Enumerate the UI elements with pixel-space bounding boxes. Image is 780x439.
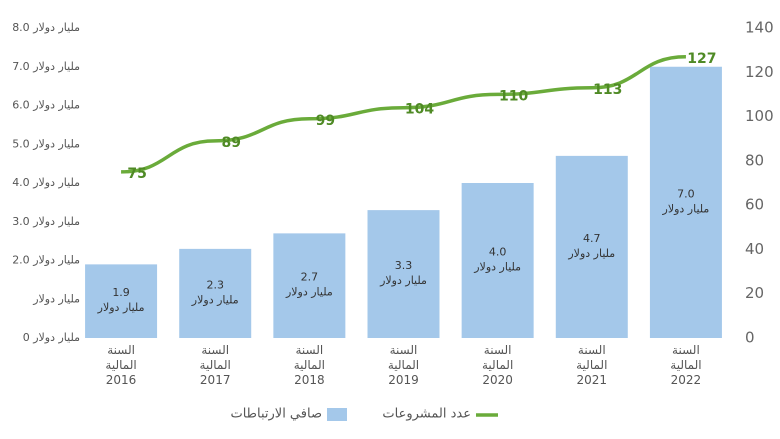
y-tick-label: 3.0 مليار دولار xyxy=(12,215,80,228)
bar-value-unit: مليار دولار xyxy=(379,274,427,287)
x-tick-label: السنة المالية 2017 xyxy=(199,343,231,387)
legend-label: صافي الارتباطات xyxy=(230,407,322,422)
y2-tick-label: 140 xyxy=(745,19,774,37)
bar xyxy=(85,264,158,338)
y2-tick-label: 60 xyxy=(745,196,764,214)
y-tick-label: 2.0 مليار دولار xyxy=(12,254,80,267)
y-tick-label: 8.0 مليار دولار xyxy=(12,21,80,34)
legend-swatch xyxy=(327,408,347,421)
line-value-label: 113 xyxy=(593,82,622,98)
x-tick-label: السنة المالية 2018 xyxy=(293,343,325,387)
legend-label: عدد المشروعات xyxy=(382,407,471,422)
line-value-label: 89 xyxy=(221,135,240,151)
y2-tick-label: 0 xyxy=(745,329,755,347)
y2-tick-label: 100 xyxy=(745,107,774,125)
line xyxy=(121,55,686,174)
bar-value-unit: مليار دولار xyxy=(191,293,239,306)
bar xyxy=(555,155,628,338)
x-tick-label: السنة المالية 2020 xyxy=(481,343,514,387)
y-tick-label: 7.0 مليار دولار xyxy=(12,60,80,73)
bar xyxy=(461,183,534,338)
bar xyxy=(179,248,252,338)
y-tick-label: 4.0 مليار دولار xyxy=(12,176,80,189)
bar-value-label: 3.3 xyxy=(395,259,413,272)
bar-value-unit: مليار دولار xyxy=(285,286,333,299)
x-tick-label: السنة المالية 2022 xyxy=(670,343,702,387)
line-value-label: 99 xyxy=(316,113,335,129)
x-tick-label: السنة المالية 2016 xyxy=(105,343,137,387)
y2-tick-label: 120 xyxy=(745,63,774,81)
bar-value-label: 1.9 xyxy=(112,286,130,299)
y-tick-label: 5.0 مليار دولار xyxy=(12,137,80,150)
bar-value-unit: مليار دولار xyxy=(662,202,710,215)
bar xyxy=(273,233,346,338)
bar-value-unit: مليار دولار xyxy=(97,301,145,314)
y2-tick-label: 20 xyxy=(745,284,764,302)
line-value-label: 75 xyxy=(127,166,146,182)
line-value-label: 104 xyxy=(405,102,434,118)
bar-value-unit: مليار دولار xyxy=(473,261,521,274)
bar xyxy=(649,66,722,338)
bar-value-label: 2.3 xyxy=(206,278,224,291)
y-tick-label: 0 مليار دولار xyxy=(23,331,80,344)
line-value-label: 110 xyxy=(499,88,528,104)
y2-tick-label: 80 xyxy=(745,151,764,169)
bar-value-unit: مليار دولار xyxy=(567,247,615,260)
y2-tick-label: 40 xyxy=(745,240,764,258)
bar-value-label: 7.0 xyxy=(677,187,695,200)
x-tick-label: السنة المالية 2021 xyxy=(576,343,608,387)
y-tick-label: مليار دولار xyxy=(32,292,80,305)
bar-value-label: 4.0 xyxy=(489,246,507,259)
x-tick-label: السنة المالية 2019 xyxy=(387,343,420,387)
line-value-label: 127 xyxy=(687,51,716,67)
bar-value-label: 4.7 xyxy=(583,232,601,245)
y-tick-label: 6.0 مليار دولار xyxy=(12,99,80,112)
bar xyxy=(367,210,440,338)
bar-value-label: 2.7 xyxy=(301,271,319,284)
